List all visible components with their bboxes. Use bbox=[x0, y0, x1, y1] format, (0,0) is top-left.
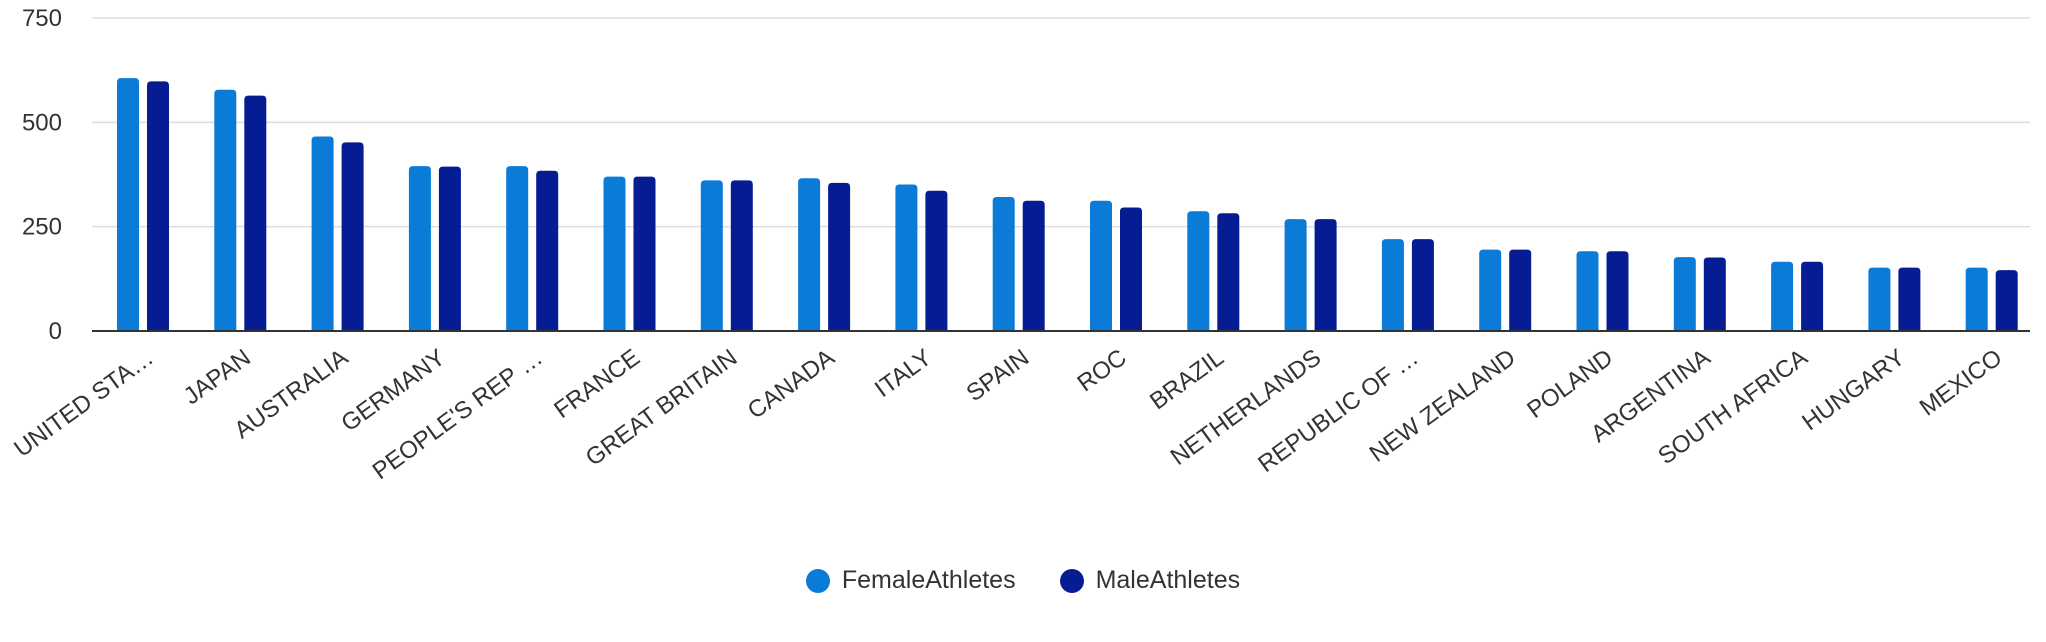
bar-maleathletes-13[interactable] bbox=[1411, 239, 1434, 331]
bar-maleathletes-9[interactable] bbox=[1022, 200, 1045, 331]
bar-maleathletes-10[interactable] bbox=[1120, 207, 1142, 331]
bar-maleathletes-12[interactable] bbox=[1314, 219, 1337, 331]
grid-lines bbox=[92, 17, 2030, 228]
bars bbox=[117, 78, 2018, 332]
x-category-label: POLAND bbox=[1522, 344, 1618, 424]
y-tick-label: 0 bbox=[49, 318, 62, 345]
bar-femaleathletes-2[interactable] bbox=[311, 136, 334, 331]
legend-item-maleathletes[interactable]: MaleAthletes bbox=[1059, 566, 1241, 595]
y-tick-label: 500 bbox=[22, 109, 62, 136]
x-category-label: ITALY bbox=[870, 344, 937, 403]
bar-maleathletes-18[interactable] bbox=[1898, 267, 1921, 331]
bar-femaleathletes-18[interactable] bbox=[1868, 267, 1891, 331]
bar-femaleathletes-0[interactable] bbox=[117, 78, 139, 331]
legend-swatch bbox=[805, 568, 830, 593]
bar-maleathletes-3[interactable] bbox=[438, 166, 461, 331]
bar-femaleathletes-19[interactable] bbox=[1965, 267, 1988, 331]
x-category-label: JAPAN bbox=[179, 344, 256, 410]
bar-maleathletes-5[interactable] bbox=[633, 176, 656, 331]
x-category-label: ROC bbox=[1073, 344, 1132, 397]
x-category-label: HUNGARY bbox=[1797, 344, 1910, 436]
bar-femaleathletes-14[interactable] bbox=[1479, 249, 1502, 331]
bar-femaleathletes-4[interactable] bbox=[506, 166, 529, 331]
x-category-label: REPUBLIC OF … bbox=[1253, 344, 1423, 478]
bar-maleathletes-17[interactable] bbox=[1801, 261, 1824, 331]
bar-femaleathletes-11[interactable] bbox=[1187, 211, 1210, 331]
bar-femaleathletes-15[interactable] bbox=[1576, 251, 1599, 331]
x-category-label: CANADA bbox=[743, 344, 840, 425]
legend: FemaleAthletes MaleAthletes bbox=[0, 566, 2046, 595]
y-tick-label: 250 bbox=[22, 214, 62, 241]
y-axis-ticks: 0 250 500 750 bbox=[22, 5, 62, 345]
bar-femaleathletes-6[interactable] bbox=[700, 180, 723, 331]
bar-maleathletes-8[interactable] bbox=[925, 190, 948, 331]
bar-maleathletes-1[interactable] bbox=[244, 95, 267, 332]
legend-label: FemaleAthletes bbox=[841, 566, 1016, 594]
x-category-label: FRANCE bbox=[549, 344, 645, 424]
bar-femaleathletes-12[interactable] bbox=[1284, 219, 1307, 331]
bar-maleathletes-2[interactable] bbox=[341, 142, 364, 331]
x-category-label: MEXICO bbox=[1915, 344, 2007, 421]
bar-maleathletes-11[interactable] bbox=[1217, 213, 1240, 331]
bar-femaleathletes-16[interactable] bbox=[1673, 257, 1696, 331]
bar-maleathletes-6[interactable] bbox=[730, 180, 753, 331]
bar-maleathletes-7[interactable] bbox=[828, 182, 851, 331]
bar-femaleathletes-5[interactable] bbox=[603, 176, 626, 331]
bar-femaleathletes-17[interactable] bbox=[1771, 261, 1794, 331]
bar-femaleathletes-13[interactable] bbox=[1381, 239, 1404, 331]
bar-maleathletes-14[interactable] bbox=[1509, 249, 1532, 331]
legend-swatch bbox=[1059, 568, 1084, 593]
bar-maleathletes-16[interactable] bbox=[1703, 257, 1726, 331]
bar-femaleathletes-7[interactable] bbox=[798, 178, 821, 331]
bar-maleathletes-19[interactable] bbox=[1995, 270, 2018, 331]
bar-femaleathletes-3[interactable] bbox=[408, 166, 431, 331]
bar-femaleathletes-1[interactable] bbox=[214, 89, 237, 331]
y-tick-label: 750 bbox=[22, 5, 62, 32]
bar-femaleathletes-9[interactable] bbox=[992, 197, 1015, 331]
bar-femaleathletes-8[interactable] bbox=[895, 184, 918, 331]
x-category-label: UNITED STA… bbox=[9, 344, 158, 463]
x-category-label: PEOPLE'S REP … bbox=[368, 344, 548, 485]
legend-item-femaleathletes[interactable]: FemaleAthletes bbox=[805, 566, 1016, 595]
bar-maleathletes-4[interactable] bbox=[536, 170, 559, 331]
bar-maleathletes-15[interactable] bbox=[1606, 251, 1629, 331]
x-category-label: SPAIN bbox=[962, 344, 1035, 407]
bar-maleathletes-0[interactable] bbox=[147, 81, 169, 332]
x-category-label: BRAZIL bbox=[1145, 344, 1229, 415]
legend-label: MaleAthletes bbox=[1095, 566, 1241, 594]
bar-femaleathletes-10[interactable] bbox=[1090, 200, 1112, 331]
x-axis-labels: UNITED STA… JAPANAUSTRALIAGERMANYPEOPLE'S… bbox=[9, 344, 2007, 485]
